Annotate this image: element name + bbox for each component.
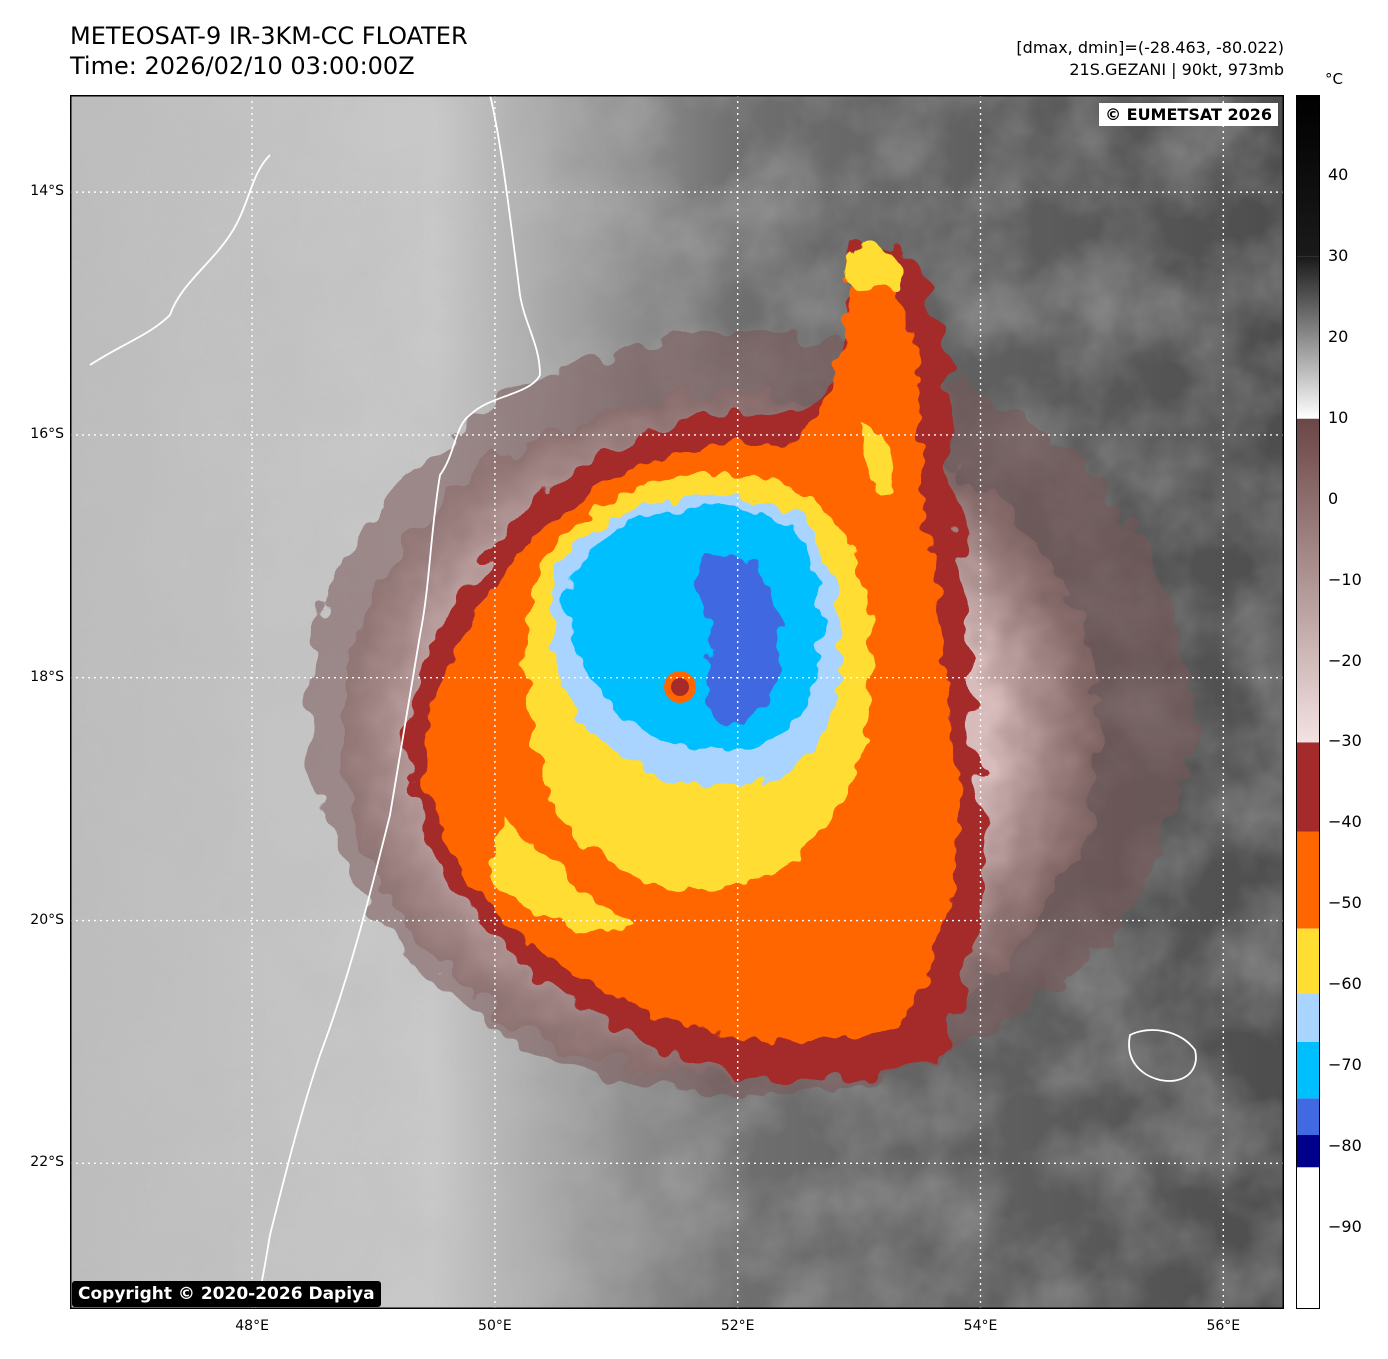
chart-title: METEOSAT-9 IR-3KM-CC FLOATER: [70, 22, 468, 50]
colorbar-tick-label: −90: [1328, 1217, 1362, 1237]
range-readout: [dmax, dmin]=(-28.463, -80.022): [1016, 38, 1284, 57]
colorbar-tick-label: 20: [1328, 326, 1349, 346]
lon-tick-label: 48°E: [235, 1318, 269, 1334]
colorbar-segment: [1296, 831, 1320, 929]
lon-tick-label: 54°E: [963, 1318, 998, 1334]
colorbar-tick-label: −20: [1328, 650, 1362, 670]
lat-tick-label: 14°S: [30, 183, 64, 200]
colorbar-segment: [1296, 993, 1320, 1042]
storm-info: 21S.GEZANI | 90kt, 973mb: [1069, 60, 1284, 79]
band-blue: [697, 553, 781, 725]
colorbar-tick-label: −10: [1328, 569, 1362, 589]
dapiya-copyright: Copyright © 2020-2026 Dapiya: [72, 1281, 381, 1307]
colorbar-segment: [1296, 1167, 1320, 1309]
colorbar-tick-label: −60: [1328, 974, 1362, 994]
satellite-map: [70, 95, 1284, 1309]
colorbar-tick-label: −30: [1328, 731, 1362, 751]
lat-tick-label: 18°S: [30, 668, 64, 685]
lon-tick-label: 50°E: [478, 1318, 512, 1334]
colorbar-tick-label: 10: [1328, 407, 1349, 427]
colorbar-segment: [1296, 418, 1320, 743]
storm-eye: [664, 671, 696, 703]
colorbar-tick-label: −40: [1328, 812, 1362, 832]
colorbar-tick-label: −50: [1328, 893, 1362, 913]
colorbar-tick-label: 40: [1328, 164, 1349, 184]
colorbar-segment: [1296, 928, 1320, 994]
colorbar-segment: [1296, 1098, 1320, 1135]
coastlines: [89, 95, 1197, 1309]
colorbar-segment: [1296, 1134, 1320, 1168]
colorbar-tick-label: −70: [1328, 1055, 1362, 1075]
colorbar-segment: [1296, 95, 1320, 257]
colorbar-segment: [1296, 256, 1320, 419]
lat-tick-label: 22°S: [30, 1154, 64, 1171]
chart-time: Time: 2026/02/10 03:00:00Z: [70, 52, 415, 80]
lon-tick-label: 56°E: [1206, 1318, 1241, 1334]
graticule: [70, 95, 1284, 1309]
lat-tick-label: 16°S: [30, 425, 64, 442]
colorbar-unit: °C: [1325, 70, 1343, 88]
colorbar-segment: [1296, 1041, 1320, 1099]
colorbar-tick-label: 0: [1328, 488, 1339, 508]
colorbar-tick-label: 30: [1328, 245, 1349, 265]
lat-tick-label: 20°S: [30, 911, 64, 928]
colorbar-segment: [1296, 742, 1320, 832]
colorbar: [1296, 95, 1320, 1309]
colorbar-tick-label: −80: [1328, 1136, 1362, 1156]
lon-tick-label: 52°E: [720, 1318, 755, 1334]
eumetsat-credit: © EUMETSAT 2026: [1099, 103, 1278, 126]
